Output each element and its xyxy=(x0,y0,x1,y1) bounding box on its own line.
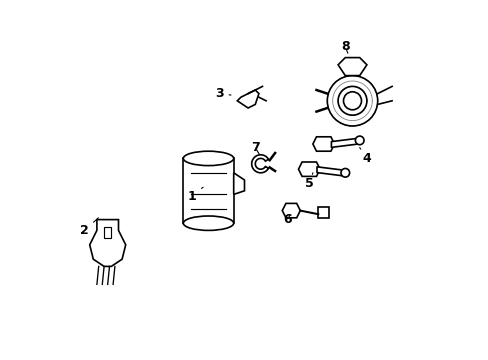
Polygon shape xyxy=(237,90,258,108)
Text: 8: 8 xyxy=(340,40,349,53)
Text: 1: 1 xyxy=(187,187,203,203)
Text: 7: 7 xyxy=(250,141,259,154)
Polygon shape xyxy=(251,155,268,173)
Ellipse shape xyxy=(183,216,233,230)
Ellipse shape xyxy=(183,151,233,166)
Polygon shape xyxy=(233,173,244,194)
Circle shape xyxy=(355,136,363,145)
Circle shape xyxy=(340,168,349,177)
Text: 4: 4 xyxy=(359,148,370,165)
Text: 3: 3 xyxy=(215,87,230,100)
Polygon shape xyxy=(337,58,366,76)
Polygon shape xyxy=(104,227,111,238)
Polygon shape xyxy=(298,162,320,176)
Circle shape xyxy=(343,92,361,110)
Polygon shape xyxy=(89,220,125,266)
Polygon shape xyxy=(282,203,300,218)
Polygon shape xyxy=(318,207,328,218)
Circle shape xyxy=(337,86,366,115)
Text: 6: 6 xyxy=(283,213,291,226)
Circle shape xyxy=(326,76,377,126)
Polygon shape xyxy=(183,158,233,223)
Text: 5: 5 xyxy=(305,173,313,190)
Text: 2: 2 xyxy=(80,218,98,237)
Polygon shape xyxy=(312,137,334,151)
